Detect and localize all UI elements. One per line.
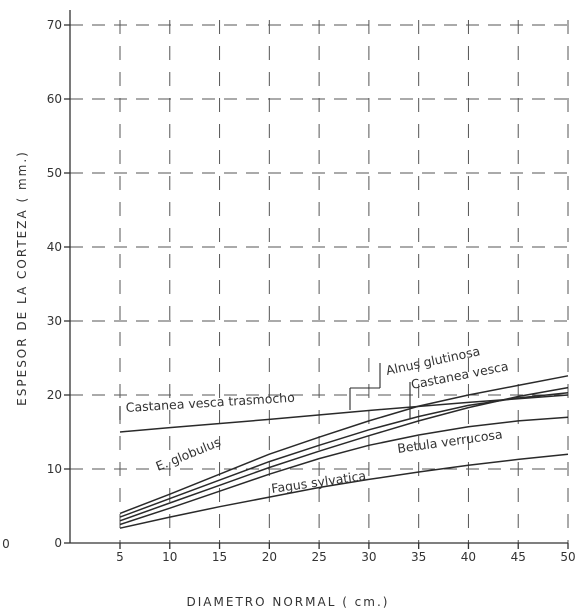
series-line-4 bbox=[119, 416, 569, 526]
x-tick-label: 35 bbox=[411, 550, 426, 564]
y-tick-label: 40 bbox=[47, 240, 62, 254]
series-line-3 bbox=[119, 392, 569, 518]
tick-labels: 5 10 15 20 25 30 35 40 45 50 0 10 20 30 40 50 60 70 bbox=[47, 18, 576, 564]
x-tick-label: 50 bbox=[560, 550, 575, 564]
y-tick-label: 0 bbox=[54, 536, 62, 550]
series-lines bbox=[119, 375, 569, 529]
y-tick-label: 60 bbox=[47, 92, 62, 106]
series-line-1 bbox=[119, 375, 569, 515]
x-tick-label: 40 bbox=[461, 550, 476, 564]
y-tick-label: 70 bbox=[47, 18, 62, 32]
x-tick-label: 45 bbox=[511, 550, 526, 564]
y-tick-label: 20 bbox=[47, 388, 62, 402]
x-axis-label: DIAMETRO NORMAL ( cm.) bbox=[187, 595, 390, 609]
x-tick-label: 10 bbox=[162, 550, 177, 564]
y-tick-label: 10 bbox=[47, 462, 62, 476]
x-tick-label: 5 bbox=[116, 550, 124, 564]
grid bbox=[70, 20, 569, 543]
x-tick-label: 30 bbox=[361, 550, 376, 564]
series-line-5 bbox=[119, 453, 569, 529]
series-line-0 bbox=[119, 394, 569, 433]
y-tick-label: 30 bbox=[47, 314, 62, 328]
y-axis-label: ESPESOR DE LA CORTEZA ( mm.) bbox=[15, 150, 29, 406]
series-label-4: Betula verrucosa bbox=[396, 426, 503, 456]
origin-label: 0 bbox=[2, 537, 10, 551]
x-tick-label: 15 bbox=[212, 550, 227, 564]
x-tick-label: 20 bbox=[262, 550, 277, 564]
x-tick-label: 25 bbox=[311, 550, 326, 564]
y-tick-label: 50 bbox=[47, 166, 62, 180]
series-label-3: E. globulus bbox=[154, 434, 223, 474]
